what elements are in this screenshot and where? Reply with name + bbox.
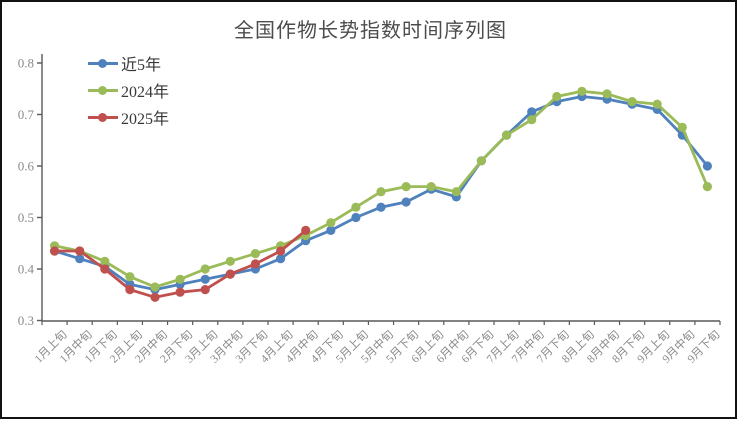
legend-line-dot-marker [88, 112, 118, 122]
data-point-marker [150, 282, 160, 292]
data-point-marker [100, 264, 110, 274]
data-point-marker [351, 202, 361, 212]
data-point-marker [250, 259, 260, 269]
data-point-marker [175, 287, 185, 297]
data-point-marker [100, 256, 110, 266]
data-point-marker [702, 161, 713, 171]
data-point-marker [652, 99, 662, 109]
y-axis-tick-label: 0.6 [18, 159, 35, 174]
legend-label: 2025年 [121, 111, 170, 128]
data-point-marker [451, 187, 461, 197]
data-point-marker [50, 246, 60, 256]
data-point-marker [225, 269, 235, 279]
legend-item-2025: 2025年 [88, 107, 170, 128]
legend-line-dot-marker [88, 58, 118, 68]
data-point-marker [577, 86, 587, 96]
y-axis-tick-label: 0.3 [18, 313, 34, 328]
data-point-marker [602, 89, 612, 99]
data-point-marker [200, 274, 210, 284]
data-point-marker [326, 225, 336, 235]
data-point-marker [125, 285, 135, 295]
data-point-marker [75, 246, 85, 256]
data-point-marker [527, 107, 537, 117]
data-point-marker [150, 292, 160, 302]
data-point-marker [250, 249, 260, 259]
data-point-marker [502, 130, 512, 140]
data-point-marker [426, 182, 436, 192]
data-point-marker [677, 122, 687, 132]
data-point-marker [125, 272, 135, 282]
data-point-marker [376, 187, 386, 197]
data-point-marker [552, 91, 562, 102]
data-point-marker [401, 197, 411, 207]
data-point-marker [527, 115, 537, 125]
data-point-marker [326, 218, 336, 228]
y-axis-tick-label: 0.8 [18, 56, 34, 71]
y-axis-tick-label: 0.5 [18, 210, 34, 225]
data-point-marker [476, 156, 486, 166]
data-point-marker [301, 225, 311, 235]
legend-line-dot-marker [88, 85, 118, 95]
data-point-marker [351, 212, 361, 223]
data-point-marker [175, 274, 185, 284]
data-point-marker [276, 246, 286, 256]
data-point-marker [200, 285, 210, 295]
data-point-marker [401, 182, 411, 192]
data-point-marker [200, 264, 210, 274]
y-axis-tick-label: 0.4 [18, 262, 35, 277]
data-point-marker [702, 182, 713, 192]
data-point-marker [376, 202, 386, 212]
legend-item-recent5yr: 近5年 [88, 53, 169, 74]
chart-title: 全国作物长势指数时间序列图 [234, 20, 507, 42]
chart-legend: 近5年 2024年 2025年 [88, 53, 170, 128]
legend-item-2024: 2024年 [88, 80, 170, 101]
y-axis-tick-label: 0.7 [18, 107, 35, 122]
legend-label: 2024年 [121, 84, 170, 101]
legend-label: 近5年 [121, 57, 162, 74]
data-point-marker [627, 97, 637, 107]
data-point-marker [225, 256, 235, 266]
data-point-marker [276, 254, 286, 264]
data-point-marker [75, 254, 85, 264]
